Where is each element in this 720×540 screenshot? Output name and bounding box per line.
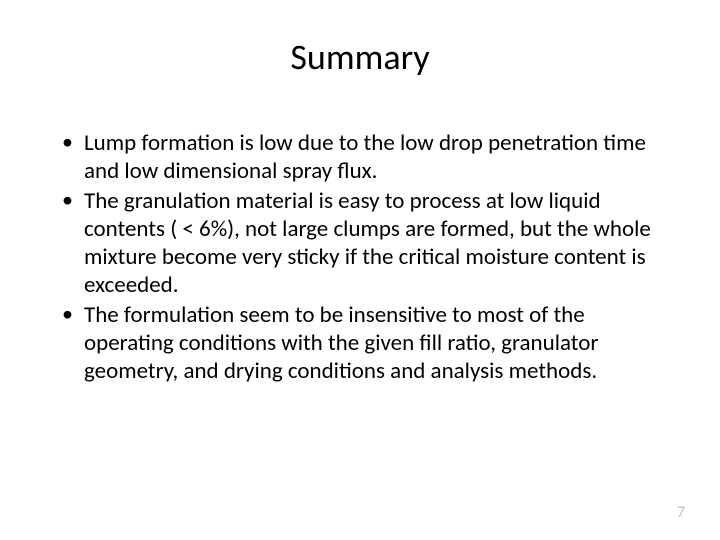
list-item: The formulation seem to be insensitive t… — [60, 301, 670, 385]
bullet-list: Lump formation is low due to the low dro… — [60, 129, 670, 385]
slide-title: Summary — [50, 35, 670, 79]
page-number: 7 — [677, 503, 685, 522]
list-item: The granulation material is easy to proc… — [60, 187, 670, 299]
slide: Summary Lump formation is low due to the… — [0, 0, 720, 540]
slide-content: Lump formation is low due to the low dro… — [50, 129, 670, 385]
list-item: Lump formation is low due to the low dro… — [60, 129, 670, 185]
